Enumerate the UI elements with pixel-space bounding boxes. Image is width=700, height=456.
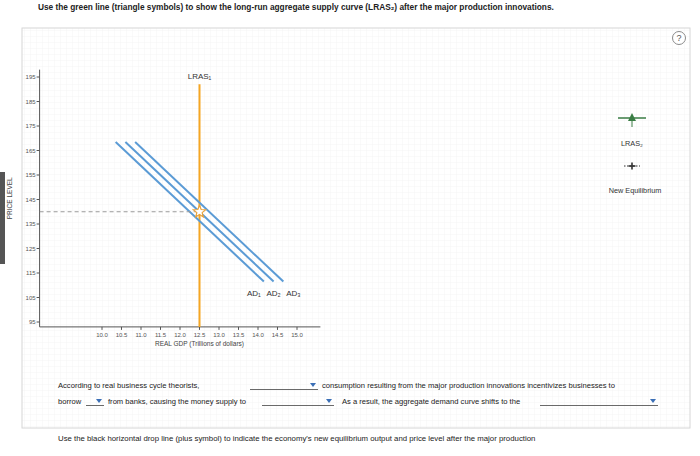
x-tick-label: 14.0 [252, 332, 264, 338]
question-text: As a result, the aggregate demand curve … [342, 397, 520, 406]
x-tick [121, 327, 122, 330]
x-tick [258, 327, 259, 330]
dropdown-underline [540, 405, 658, 406]
x-tick-label: 13.5 [233, 332, 245, 338]
y-tick-label: 135 [26, 221, 37, 227]
x-tick-label: 10.0 [96, 332, 108, 338]
x-tick-label: 15.0 [291, 332, 303, 338]
x-tick-label: 10.5 [116, 332, 128, 338]
x-axis-label: REAL GDP (Trillions of dollars) [155, 340, 244, 348]
dropdown[interactable] [250, 383, 318, 390]
question-text: consumption resulting from the major pro… [322, 381, 615, 390]
x-tick-label: 11.0 [135, 332, 147, 338]
question-text: from banks, causing the money supply to [108, 397, 246, 406]
x-tick-label: 13.0 [213, 332, 225, 338]
palette-label: LRAS₂ [621, 139, 643, 148]
x-tick [219, 327, 220, 330]
y-axis-label: PRICE LEVEL [6, 177, 13, 219]
edge-strip [0, 172, 5, 264]
background [0, 0, 700, 456]
help-text: ? [676, 33, 681, 43]
tool-stem [632, 118, 633, 127]
y-tick-label: 195 [26, 74, 37, 80]
y-tick [37, 273, 40, 274]
x-tick [199, 327, 200, 330]
y-tick [37, 150, 40, 151]
y-tick-label: 175 [26, 123, 37, 129]
series-label: AD₃ [286, 289, 300, 298]
palette-label: New Equilibrium [609, 186, 662, 195]
series-label: LRAS₁ [188, 72, 212, 81]
plot-area [40, 84, 284, 327]
y-tick-label: 185 [26, 99, 37, 105]
dropdown-underline [262, 405, 334, 406]
y-tick-label: 155 [26, 172, 37, 178]
y-tick [37, 297, 40, 298]
x-tick-label: 12.5 [194, 332, 206, 338]
x-tick [160, 327, 161, 330]
x-tick [102, 327, 103, 330]
y-axis [39, 70, 40, 327]
x-tick-label: 11.5 [155, 332, 167, 338]
y-tick [37, 77, 40, 78]
dropdown-arrow [310, 383, 316, 387]
palette-tool[interactable]: New Equilibrium [609, 163, 662, 196]
y-tick [37, 224, 40, 225]
dropdown-underline [86, 405, 104, 406]
dropdown[interactable] [540, 399, 658, 406]
dropdown[interactable] [262, 399, 334, 406]
help-button[interactable]: ? [673, 32, 686, 45]
x-tick [180, 327, 181, 330]
help-circle [673, 32, 686, 45]
series-label: AD₂ [266, 289, 280, 298]
dropdown-arrow [96, 399, 102, 403]
series-label: AD₁ [247, 289, 261, 298]
y-tick-label: 105 [26, 295, 37, 301]
y-tick-label: 145 [26, 197, 37, 203]
x-tick-label: 12.0 [174, 332, 186, 338]
question-text: According to real business cycle theoris… [58, 381, 199, 390]
y-tick [37, 199, 40, 200]
dropdown-underline [250, 389, 318, 390]
series-line [40, 211, 200, 212]
y-tick [37, 248, 40, 249]
palette-tool[interactable]: LRAS₂ [618, 113, 646, 148]
x-tick [277, 327, 278, 330]
equilibrium-point [193, 205, 205, 217]
y-tick-label: 125 [26, 246, 37, 252]
series-line [135, 142, 283, 282]
x-tick [238, 327, 239, 330]
y-tick [37, 126, 40, 127]
instruction: Use the green line (triangle symbols) to… [38, 2, 554, 12]
dropdown[interactable] [86, 399, 104, 406]
y-tick-label: 165 [26, 148, 37, 154]
y-tick [37, 175, 40, 176]
y-tick-label: 95 [29, 319, 36, 325]
panel [22, 28, 690, 428]
y-tick-label: 115 [26, 270, 36, 276]
y-tick [37, 101, 40, 102]
x-tick [297, 327, 298, 330]
tool-plus-v [631, 163, 633, 170]
question-text: Use the black horizontal drop line (plus… [58, 434, 535, 443]
y-tick [37, 322, 40, 323]
dropdown-arrow [326, 399, 332, 403]
question-text: borrow [58, 397, 82, 406]
page: Use the green line (triangle symbols) to… [0, 0, 700, 456]
x-tick [141, 327, 142, 330]
x-tick-label: 14.5 [272, 332, 284, 338]
dropdown-arrow [650, 399, 656, 403]
